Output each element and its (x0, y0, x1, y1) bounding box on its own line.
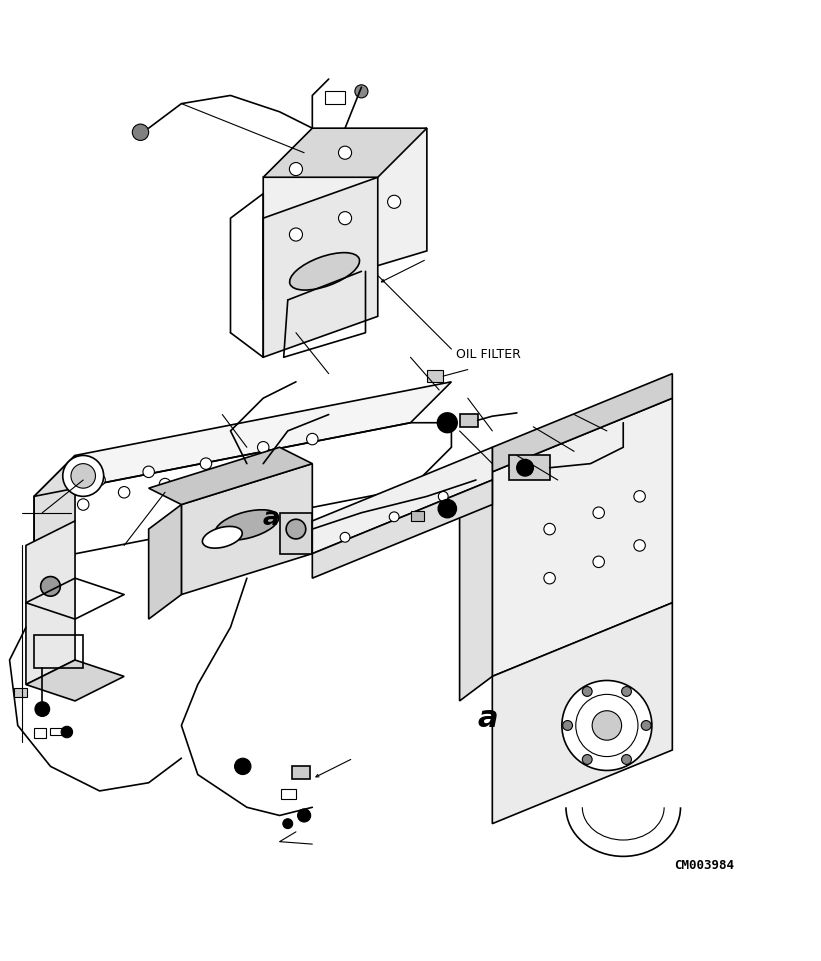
Polygon shape (493, 399, 672, 677)
Circle shape (200, 458, 212, 470)
Circle shape (143, 467, 154, 478)
Polygon shape (149, 448, 312, 505)
Circle shape (593, 556, 604, 568)
Circle shape (41, 577, 60, 597)
Circle shape (389, 512, 399, 522)
Circle shape (94, 475, 105, 486)
Circle shape (132, 125, 149, 141)
Circle shape (338, 147, 351, 160)
Polygon shape (264, 129, 427, 178)
Circle shape (306, 434, 318, 445)
Polygon shape (181, 464, 312, 595)
Circle shape (118, 487, 130, 499)
Polygon shape (264, 129, 427, 301)
Polygon shape (34, 382, 452, 497)
Bar (14, 688, 27, 697)
Bar (34, 636, 83, 669)
Polygon shape (26, 660, 124, 702)
Bar (460, 414, 478, 428)
Polygon shape (264, 178, 378, 357)
Polygon shape (149, 505, 181, 620)
Circle shape (438, 492, 448, 502)
Bar (291, 767, 310, 778)
Polygon shape (26, 522, 75, 685)
Circle shape (593, 507, 604, 519)
Circle shape (340, 532, 350, 543)
Circle shape (592, 711, 621, 740)
Polygon shape (460, 472, 493, 702)
Bar (509, 456, 549, 480)
Bar (427, 371, 443, 382)
Ellipse shape (215, 510, 278, 541)
Circle shape (634, 540, 645, 552)
Circle shape (388, 196, 401, 209)
Polygon shape (493, 604, 672, 824)
Text: a: a (263, 505, 280, 530)
Circle shape (517, 460, 533, 477)
Circle shape (287, 520, 305, 539)
Circle shape (582, 754, 592, 765)
Circle shape (61, 727, 72, 738)
Circle shape (297, 809, 310, 823)
Circle shape (71, 464, 95, 489)
Circle shape (338, 212, 351, 226)
Polygon shape (312, 448, 493, 554)
Bar (324, 92, 345, 105)
Ellipse shape (203, 527, 242, 549)
Circle shape (621, 687, 631, 697)
Circle shape (290, 163, 302, 177)
Polygon shape (312, 480, 493, 579)
Circle shape (562, 721, 572, 730)
Bar (282, 790, 296, 800)
Circle shape (438, 413, 457, 433)
Circle shape (621, 754, 631, 765)
Circle shape (225, 467, 236, 478)
Circle shape (544, 524, 555, 535)
Circle shape (283, 819, 292, 828)
Circle shape (641, 721, 651, 730)
Circle shape (582, 687, 592, 697)
Circle shape (258, 442, 269, 454)
Circle shape (576, 695, 638, 756)
Circle shape (544, 573, 555, 584)
Circle shape (355, 86, 368, 99)
Polygon shape (493, 374, 672, 472)
Circle shape (77, 500, 89, 510)
Circle shape (438, 500, 456, 518)
Text: OIL FILTER: OIL FILTER (456, 347, 521, 360)
Circle shape (159, 479, 171, 490)
Text: a: a (478, 703, 498, 732)
Bar (280, 513, 312, 554)
Circle shape (634, 491, 645, 503)
Bar (34, 728, 47, 738)
Text: CM003984: CM003984 (674, 858, 734, 872)
Bar (50, 728, 62, 735)
Circle shape (562, 680, 652, 771)
Polygon shape (34, 456, 75, 562)
Circle shape (235, 758, 251, 775)
Circle shape (35, 702, 49, 717)
Bar (410, 511, 424, 522)
Circle shape (62, 456, 103, 497)
Ellipse shape (290, 254, 360, 291)
Circle shape (290, 229, 302, 242)
